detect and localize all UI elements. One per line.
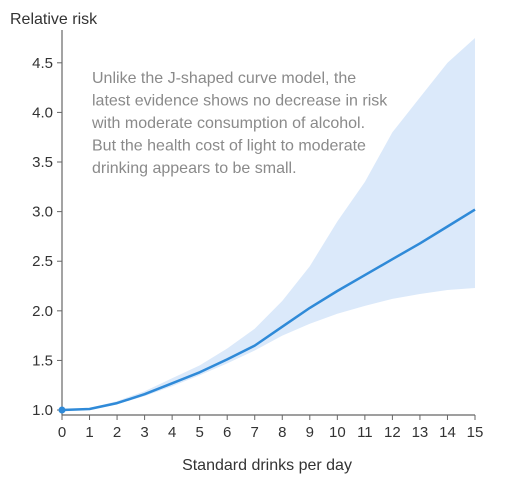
x-tick-label: 13 <box>412 424 429 441</box>
x-tick-label: 9 <box>306 424 314 441</box>
y-tick-label: 3.0 <box>32 204 53 221</box>
x-tick-label: 1 <box>85 424 93 441</box>
x-axis-title: Standard drinks per day <box>182 457 352 474</box>
y-tick-label: 1.5 <box>32 352 53 369</box>
annotation-line: Unlike the J-shaped curve model, the <box>92 70 356 87</box>
x-tick-label: 15 <box>467 424 484 441</box>
x-tick-label: 12 <box>384 424 401 441</box>
y-tick-label: 3.5 <box>32 154 53 171</box>
annotation: Unlike the J-shaped curve model, the late… <box>91 70 388 177</box>
y-axis-title: Relative risk <box>10 11 98 28</box>
x-tick-label: 14 <box>439 424 456 441</box>
x-tick-label: 5 <box>195 424 203 441</box>
x-tick-label: 0 <box>58 424 66 441</box>
annotation-line: But the health cost of light to moderate <box>92 138 366 155</box>
x-tick-label: 10 <box>329 424 346 441</box>
series-layer <box>58 208 476 414</box>
y-tick-label: 4.5 <box>32 55 53 72</box>
x-tick-label: 11 <box>357 424 373 441</box>
y-tick-label: 4.0 <box>32 104 53 121</box>
annotation-line: with moderate consumption of alcohol. <box>91 115 365 132</box>
y-tick-label: 2.5 <box>32 253 53 270</box>
x-tick-label: 7 <box>251 424 259 441</box>
relative-risk-line <box>61 208 476 412</box>
y-tick-label: 1.0 <box>32 402 53 419</box>
y-tick-label: 2.0 <box>32 303 53 320</box>
x-tick-label: 8 <box>278 424 286 441</box>
annotation-line: latest evidence shows no decrease in ris… <box>92 93 388 110</box>
x-tick-label: 6 <box>223 424 231 441</box>
annotation-line: drinking appears to be small. <box>92 160 297 177</box>
x-tick-label: 3 <box>140 424 148 441</box>
axes: 0 1 2 3 4 5 6 7 8 9 10 11 12 13 14 151.01.52.02.53.03.5… <box>32 30 483 441</box>
baseline-point <box>58 406 66 414</box>
x-tick-label: 2 <box>113 424 121 441</box>
x-tick-label: 4 <box>168 424 176 441</box>
